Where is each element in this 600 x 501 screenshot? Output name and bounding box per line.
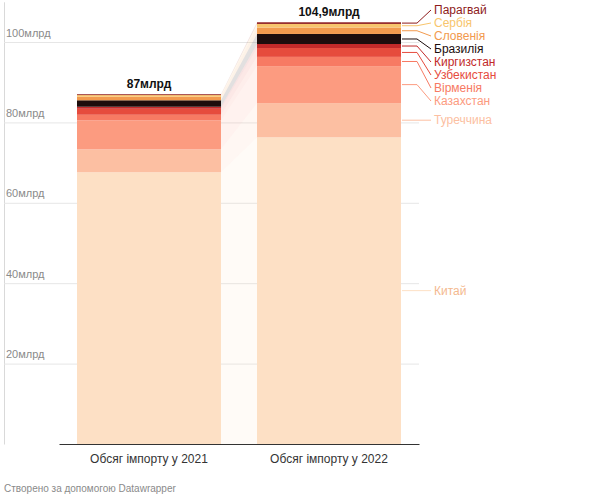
y-tick-label: 80млрд [6,107,45,119]
leader-line [402,31,431,36]
series-label: Словенія [434,29,485,43]
bar-segment [77,149,221,172]
connector [221,137,257,444]
series-label: Туреччина [434,113,492,127]
x-tick: Обсяг імпорту у 2021 [90,444,208,466]
bar-segment [257,34,401,44]
footer: Створено за допомогою Datawrapper [4,483,176,494]
connector [221,34,257,107]
bar-segment [77,115,221,121]
bar-segment [257,44,401,48]
connector [221,44,257,109]
bar-segment [77,172,221,444]
connector [221,22,257,95]
y-tick-label: 60млрд [6,187,45,199]
leader-line [402,46,431,62]
chart-container: 20млрд 40млрд 60млрд 80млрд 100млрд Обсяг імп… [0,0,600,501]
bar-segment [257,22,401,24]
y-tick-label: 100млрд [6,27,51,39]
leader-line [402,39,431,49]
leader-line [402,52,431,75]
y-axis-line [4,2,5,444]
leader-line [402,120,431,121]
y-tick-label: 40млрд [6,268,45,280]
x-axis: Обсяг імпорту у 2021 Обсяг імпорту у 2022 [60,444,420,466]
bar-segment [77,120,221,149]
connector [221,24,257,97]
bar-segment [77,107,221,109]
total-label: 104,9млрд [298,5,360,19]
total-label: 87млрд [127,77,172,91]
bar-segment [77,100,221,106]
y-tick-label: 20млрд [6,348,45,360]
x-axis-line [60,444,420,445]
series-labels: ПарагвайСербіяСловеніяБразиліяКиргизстан… [402,3,496,298]
bar-segment [257,66,401,103]
bar-segment [257,57,401,66]
x-tick-label: Обсяг імпорту у 2022 [270,452,388,466]
bar-segment [77,95,221,97]
bar-segment [257,48,401,57]
plot-area [77,22,401,444]
bar-segment [257,24,401,28]
bar-segment [257,28,401,34]
series-label: Китай [434,284,466,298]
leader-line [402,23,431,26]
x-tick-label: Обсяг імпорту у 2021 [90,452,208,466]
chart-svg: 20млрд 40млрд 60млрд 80млрд 100млрд Обсяг імп… [0,0,600,501]
bar-segment [77,109,221,115]
series-label: Казахстан [434,94,490,108]
bar-segment [77,97,221,101]
bar-segment [257,103,401,137]
connector [221,28,257,101]
leader-line [402,290,431,291]
leader-line [402,85,431,101]
y-axis: 20млрд 40млрд 60млрд 80млрд 100млрд [4,2,419,444]
series-label: Киргизстан [434,55,495,69]
bar-segment [257,137,401,444]
leader-line [402,10,431,23]
series-label: Узбекистан [434,68,496,82]
series-label: Вірменія [434,81,482,95]
x-tick: Обсяг імпорту у 2022 [270,444,388,466]
connector [221,48,257,115]
series-label: Бразилія [434,42,483,56]
leader-line [402,61,431,88]
bar-segment [77,94,221,96]
series-label: Сербія [434,16,472,30]
series-label: Парагвай [434,3,487,17]
